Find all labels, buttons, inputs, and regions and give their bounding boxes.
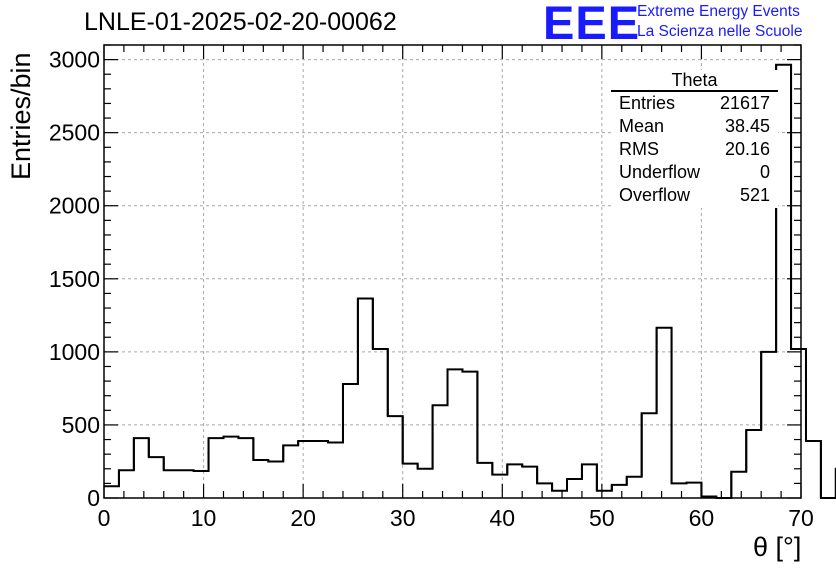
stats-value: 20.16: [724, 139, 770, 159]
y-tick-label: 1500: [49, 266, 100, 292]
stats-label: Overflow: [619, 185, 691, 205]
tick-marks: [103, 44, 802, 499]
histogram-bin: [746, 430, 761, 498]
histogram-bin: [597, 491, 612, 498]
histogram-bin: [328, 442, 343, 498]
histogram-bin: [343, 384, 358, 498]
stats-row-rms: RMS 20.16: [619, 139, 770, 161]
histogram-bin: [238, 438, 253, 498]
stats-label: Underflow: [619, 162, 701, 182]
stats-row-mean: Mean 38.45: [619, 116, 770, 138]
x-tick-label: 50: [589, 505, 615, 531]
histogram-bin: [373, 349, 388, 498]
x-tick-label: 30: [390, 505, 416, 531]
histogram-bin: [761, 352, 776, 498]
y-tick-label: 3000: [49, 47, 100, 73]
stats-value: 21617: [719, 93, 770, 113]
stats-divider: [611, 90, 778, 92]
y-tick-label: 500: [62, 412, 100, 438]
y-axis-label: Entries/bin: [6, 52, 36, 180]
stats-label: Mean: [619, 116, 665, 136]
histogram-bin: [522, 467, 537, 498]
stats-row-entries: Entries 21617: [619, 93, 770, 115]
histogram-bin: [462, 372, 477, 498]
eee-logo: EEE: [543, 0, 641, 49]
histogram-bin: [776, 65, 791, 498]
x-axis-label: θ [°]: [753, 532, 802, 562]
y-tick-label: 0: [87, 485, 100, 511]
histogram-bin: [567, 479, 582, 498]
x-tick-label: 20: [290, 505, 316, 531]
histogram-bin: [104, 486, 119, 498]
histogram-steps: [117, 64, 836, 498]
x-tick-label: 10: [191, 505, 217, 531]
histogram-bin: [791, 349, 801, 498]
x-tick-label: 60: [689, 505, 715, 531]
stats-row-underflow: Underflow 0: [619, 162, 770, 184]
stats-box: Theta Entries 21617 Mean 38.45 RMS 20.16…: [611, 70, 778, 208]
histogram-bin: [627, 477, 642, 498]
y-tick-label: 2000: [49, 193, 100, 219]
histogram-bin: [209, 438, 224, 498]
histogram-bin: [537, 483, 552, 498]
histogram-bin: [448, 369, 463, 498]
histogram-bin: [552, 491, 567, 498]
histogram-bin: [194, 471, 209, 498]
histogram-bin: [731, 472, 746, 498]
histogram-bin: [313, 441, 328, 498]
histogram-bin: [686, 483, 701, 498]
histogram-bin: [492, 475, 507, 498]
stats-value: 521: [739, 185, 770, 205]
histogram-bin: [388, 416, 403, 498]
histogram-bin: [477, 463, 492, 498]
y-tick-label: 2500: [49, 120, 100, 146]
histogram-bin: [418, 469, 433, 498]
stats-title: Theta: [671, 70, 718, 90]
histogram-bin: [119, 470, 134, 498]
histogram-bin: [223, 437, 238, 498]
histogram-bin: [164, 470, 179, 498]
stats-value: 0: [759, 162, 770, 182]
histogram-bin: [657, 328, 672, 498]
histogram-bin: [149, 457, 164, 498]
x-tick-label: 0: [98, 505, 111, 531]
histogram-bin: [507, 464, 522, 498]
stats-value: 38.45: [724, 116, 770, 136]
tick-labels: 0 10 20 30 40 50 60 70 0 500 1000 1500 2000 2500 3000: [49, 47, 814, 531]
stats-row-overflow: Overflow 521: [619, 185, 770, 207]
logo-line-1: Extreme Energy Events: [637, 3, 800, 20]
y-tick-label: 1000: [49, 339, 100, 365]
x-tick-label: 40: [489, 505, 515, 531]
histogram-bin: [253, 460, 268, 498]
histogram-bin: [134, 438, 149, 498]
histogram-bin: [403, 464, 418, 498]
histogram-bin: [612, 485, 627, 498]
histogram-bin: [672, 483, 687, 498]
stats-label: Entries: [619, 93, 676, 113]
histogram-bin: [358, 299, 373, 498]
histogram-bin: [298, 441, 313, 498]
x-tick-label: 70: [788, 505, 814, 531]
histogram-bin: [642, 413, 657, 498]
histogram-bin: [179, 470, 194, 498]
histogram-bin: [433, 405, 448, 498]
histogram-bin: [582, 464, 597, 498]
histogram-bin: [283, 445, 298, 498]
plot-frame: [103, 44, 802, 499]
grid-lines: [104, 45, 801, 498]
axes: [103, 44, 802, 499]
stats-label: RMS: [619, 139, 659, 159]
logo-line-2: La Scienza nelle Scuole: [637, 23, 803, 40]
chart-title: LNLE-01-2025-02-20-00062: [84, 8, 397, 36]
histogram-bin: [268, 461, 283, 498]
